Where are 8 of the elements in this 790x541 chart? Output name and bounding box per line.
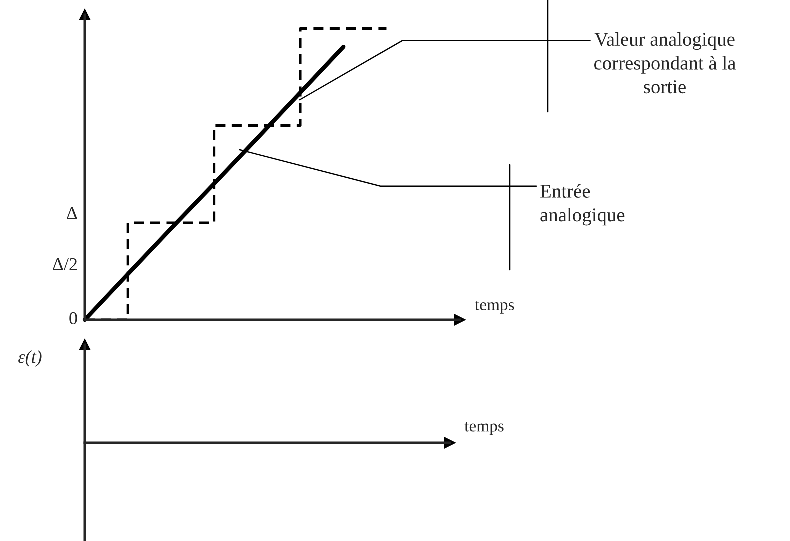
text: temps xyxy=(464,422,504,436)
annotation: 0 xyxy=(70,312,78,325)
x-axis-title: temps xyxy=(475,300,514,314)
annotation: Δ xyxy=(67,207,78,220)
annotation: Δ/2 xyxy=(53,258,78,271)
text: Valeur analogique correspondant à la sortie xyxy=(594,32,736,94)
text: ε(t) xyxy=(18,350,42,367)
text: Entrée analogique xyxy=(540,184,625,226)
